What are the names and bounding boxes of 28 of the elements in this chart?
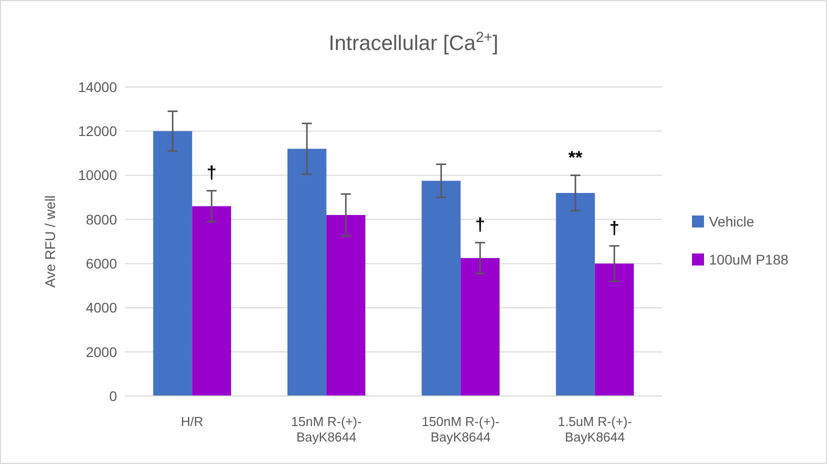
y-tick-label: 2000 (86, 344, 118, 360)
chart-title: Intracellular [Ca$^{2+}$] (328, 30, 498, 55)
x-tick-label: 150nM R-(+)-BayK8644 (422, 414, 500, 445)
annotation: † (475, 214, 486, 235)
legend-label: Vehicle (709, 213, 754, 230)
bar (192, 206, 232, 396)
bar (460, 258, 500, 396)
bar (422, 180, 461, 396)
bar (556, 192, 595, 396)
bar (326, 215, 366, 396)
y-tick-label: 12000 (78, 123, 118, 140)
x-tick-label: 1.5uM R-(+)-BayK8644 (558, 414, 632, 445)
x-tick-label: H/R (180, 414, 204, 429)
y-tick-label: 10000 (78, 167, 118, 184)
y-tick-label: 6000 (86, 255, 118, 272)
y-tick-label: 8000 (86, 211, 118, 228)
annotation: † (206, 162, 217, 183)
bar (153, 131, 192, 396)
y-tick-label: 0 (109, 388, 118, 404)
y-axis-title: Ave RFU / well (42, 195, 58, 288)
y-tick-label: 4000 (86, 300, 118, 316)
legend-label: 100uM P188 (709, 251, 789, 268)
bar (287, 148, 326, 396)
annotation: ** (568, 147, 582, 168)
x-tick-label: 15nM R-(+)-BayK8644 (291, 414, 362, 445)
bar (594, 264, 634, 396)
y-tick-label: 14000 (78, 78, 118, 95)
annotation: † (609, 218, 620, 238)
